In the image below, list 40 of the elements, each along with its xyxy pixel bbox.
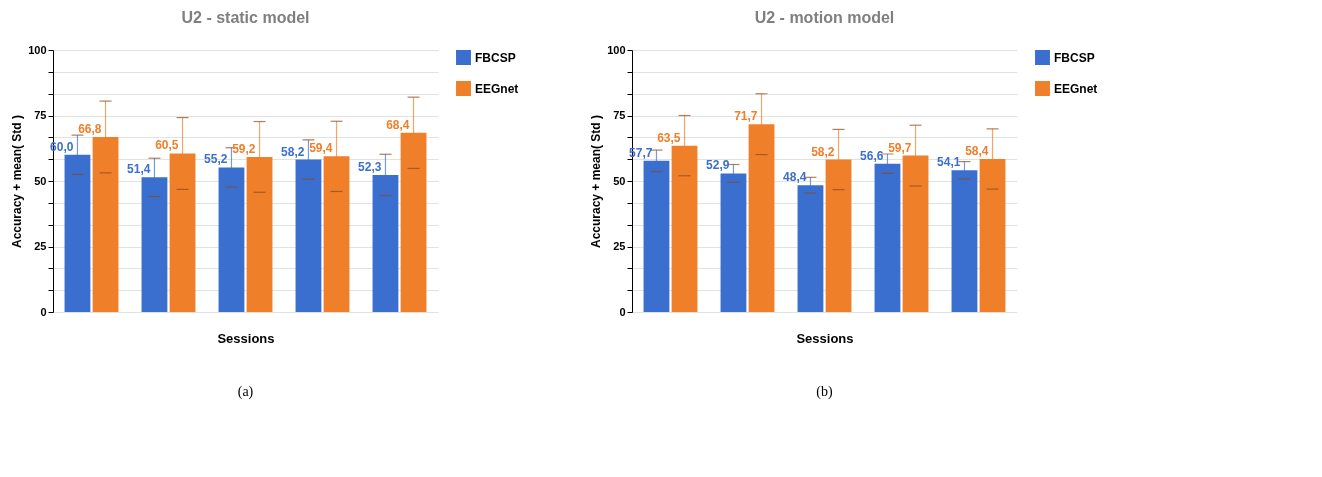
y-tick-label: 0 bbox=[619, 305, 626, 318]
data-label: 59,4 bbox=[309, 141, 333, 156]
text: (a) bbox=[237, 384, 254, 400]
x-axis-title: Sessions bbox=[796, 330, 854, 346]
data-label: 58,2 bbox=[281, 144, 305, 159]
data-label: 59,7 bbox=[888, 140, 912, 155]
x-axis-title: Sessions bbox=[217, 330, 275, 346]
y-tick-label: 50 bbox=[613, 174, 626, 187]
data-label: 51,4 bbox=[127, 162, 151, 177]
y-tick-label: 75 bbox=[34, 109, 47, 121]
data-label: 52,3 bbox=[358, 159, 382, 174]
data-label: 52,9 bbox=[706, 158, 730, 173]
legend-label: EEGnet bbox=[475, 81, 519, 96]
data-label: 68,4 bbox=[386, 117, 410, 132]
chart-title: U2 - static model bbox=[181, 9, 310, 26]
data-label: 59,2 bbox=[232, 141, 256, 156]
data-label: 60,5 bbox=[155, 138, 179, 153]
legend-label: FBCSP bbox=[475, 50, 516, 65]
y-tick-label: 0 bbox=[40, 305, 47, 318]
chart-title: U2 - motion model bbox=[754, 9, 895, 26]
data-label: 58,2 bbox=[811, 144, 835, 159]
data-label: 56,6 bbox=[860, 148, 884, 163]
y-tick-label: 50 bbox=[34, 174, 47, 187]
data-label: 55,2 bbox=[204, 152, 228, 167]
y-tick-label: 75 bbox=[613, 109, 626, 121]
y-tick-label: 100 bbox=[28, 43, 47, 56]
data-label: 48,4 bbox=[783, 170, 807, 185]
data-label: 71,7 bbox=[734, 109, 758, 124]
text: (b) bbox=[816, 384, 833, 400]
data-label: 63,5 bbox=[657, 130, 681, 145]
y-axis-title: Accuracy + mean( Std ) bbox=[589, 114, 604, 249]
data-label: 66,8 bbox=[78, 121, 102, 136]
y-axis-title: Accuracy + mean( Std ) bbox=[10, 114, 25, 249]
y-tick-label: 100 bbox=[607, 43, 626, 56]
data-label: 54,1 bbox=[937, 155, 961, 170]
legend-label: FBCSP bbox=[1054, 50, 1095, 65]
y-tick-label: 25 bbox=[613, 240, 626, 252]
data-label: 58,4 bbox=[965, 143, 989, 158]
legend-label: EEGnet bbox=[1054, 81, 1098, 96]
y-tick-label: 25 bbox=[34, 240, 47, 252]
